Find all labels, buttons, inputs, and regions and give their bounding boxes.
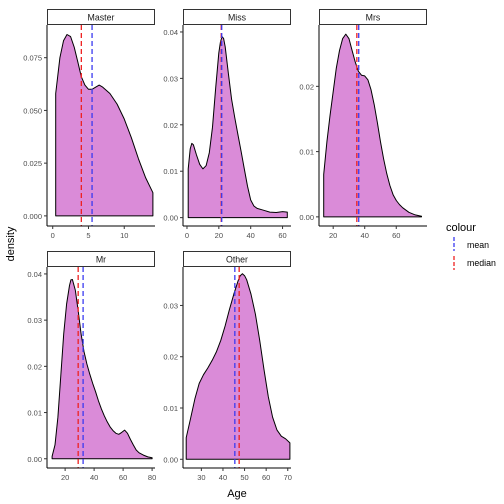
strip-label-master: Master — [88, 13, 115, 23]
y-tick-label-master: 0.050 — [23, 106, 42, 115]
y-tick-label-mr: 0.03 — [27, 316, 42, 325]
legend-label-mean: mean — [467, 240, 489, 250]
y-tick-label-other: 0.03 — [163, 301, 178, 310]
x-tick-label-miss: 20 — [215, 231, 223, 240]
panel-mr: Mr 0.00 0.01 0.02 0.03 0.04 20 40 60 80 — [27, 251, 156, 482]
y-tick-label-other: 0.02 — [163, 353, 178, 362]
legend-title: colour — [446, 222, 476, 234]
x-tick-label-miss: 60 — [278, 231, 286, 240]
density-area-other — [185, 273, 291, 460]
density-area-master — [55, 34, 154, 217]
x-tick-label-miss: 40 — [247, 231, 255, 240]
y-tick-label-miss: 0.04 — [163, 28, 178, 37]
strip-other — [183, 251, 291, 267]
x-tick-label-master: 10 — [120, 231, 128, 240]
y-tick-label-master: 0.075 — [23, 54, 42, 63]
y-tick-label-mr: 0.00 — [27, 455, 42, 464]
y-tick-label-mrs: 0.02 — [299, 82, 314, 91]
panel-other: Other 0.00 0.01 0.02 0.03 30 40 50 60 70 — [163, 251, 292, 482]
y-tick-label-mr: 0.04 — [27, 270, 42, 279]
strip-label-mrs: Mrs — [366, 13, 381, 23]
legend-entry-median: median — [453, 256, 496, 270]
legend-entry-mean: mean — [453, 237, 489, 251]
legend-label-median: median — [467, 258, 496, 268]
density-area-mr — [51, 279, 153, 460]
x-tick-label-mr: 20 — [61, 473, 69, 482]
x-tick-label-mrs: 40 — [361, 231, 369, 240]
density-area-miss — [187, 36, 288, 219]
y-tick-label-mrs: 0.00 — [299, 213, 314, 222]
strip-miss — [183, 9, 291, 25]
x-tick-label-master: 5 — [86, 231, 90, 240]
x-tick-label-mr: 40 — [90, 473, 98, 482]
strip-master — [47, 9, 155, 25]
x-tick-label-other: 30 — [197, 473, 205, 482]
x-tick-label-other: 70 — [284, 473, 292, 482]
panel-master: Master 0.000 0.025 0.050 0.075 0 5 10 — [23, 9, 155, 240]
x-tick-label-other: 50 — [240, 473, 248, 482]
strip-mrs — [319, 9, 427, 25]
panel-miss: Miss 0.00 0.01 0.02 0.03 0.04 0 20 40 60 — [163, 9, 291, 240]
x-tick-label-mrs: 60 — [392, 231, 400, 240]
x-tick-label-other: 40 — [219, 473, 227, 482]
y-tick-label-mr: 0.01 — [27, 409, 42, 418]
x-tick-label-mr: 80 — [148, 473, 156, 482]
x-tick-label-mr: 60 — [119, 473, 127, 482]
panel-mrs: Mrs 0.00 0.01 0.02 20 40 60 — [299, 9, 427, 240]
y-tick-label-mrs: 0.01 — [299, 148, 314, 157]
strip-label-miss: Miss — [228, 13, 247, 23]
legend: colour mean median — [446, 222, 496, 270]
density-area-mrs — [323, 33, 422, 218]
y-tick-label-miss: 0.00 — [163, 214, 178, 223]
y-axis-title: density — [5, 226, 17, 261]
x-tick-label-master: 0 — [51, 231, 55, 240]
x-tick-label-other: 60 — [262, 473, 270, 482]
y-tick-label-other: 0.00 — [163, 455, 178, 464]
y-tick-label-miss: 0.01 — [163, 167, 178, 176]
y-tick-label-master: 0.000 — [23, 212, 42, 221]
x-tick-label-mrs: 20 — [329, 231, 337, 240]
y-tick-label-master: 0.025 — [23, 159, 42, 168]
x-tick-label-miss: 0 — [185, 231, 189, 240]
strip-mr — [47, 251, 155, 267]
strip-label-other: Other — [226, 255, 248, 265]
x-axis-title: Age — [227, 488, 247, 500]
y-tick-label-other: 0.01 — [163, 404, 178, 413]
y-tick-label-miss: 0.03 — [163, 74, 178, 83]
y-tick-label-miss: 0.02 — [163, 121, 178, 130]
strip-label-mr: Mr — [96, 255, 106, 265]
y-tick-label-mr: 0.02 — [27, 362, 42, 371]
